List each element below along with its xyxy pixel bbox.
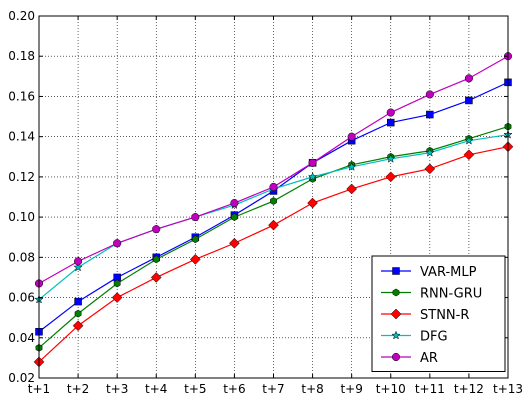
data-point-dfg — [73, 262, 83, 272]
data-point-rnn-gru — [74, 309, 82, 318]
data-point-rnn-gru — [231, 213, 238, 221]
data-point-rnn-gru — [152, 255, 160, 264]
y-tick-label: 0.16 — [8, 89, 35, 103]
y-tick-label: 0.20 — [8, 9, 35, 23]
y-tick-label: 0.10 — [8, 210, 35, 224]
legend-label-stnn-r: STNN-R — [420, 308, 469, 323]
x-tick-label: t+13 — [493, 382, 522, 396]
y-tick-label: 0.06 — [8, 291, 35, 305]
x-tick-label: t+8 — [301, 382, 323, 396]
data-point-dfg — [347, 161, 357, 171]
data-point-stnn-r — [229, 237, 240, 249]
data-point-stnn-r — [72, 320, 84, 332]
data-point-rnn-gru — [270, 197, 277, 205]
x-tick-label: t+11 — [415, 382, 445, 396]
x-tick-label: t+10 — [376, 382, 406, 396]
data-point-ar — [230, 198, 239, 208]
data-point-dfg — [307, 171, 318, 181]
legend-label-dfg: DFG — [420, 330, 448, 345]
x-tick-label: t+7 — [262, 382, 284, 396]
data-point-rnn-gru — [191, 235, 199, 244]
data-point-var-mlp — [387, 118, 395, 127]
data-point-ar — [152, 225, 161, 234]
legend-marker-var-mlp — [392, 267, 400, 275]
data-point-var-mlp — [426, 110, 434, 119]
data-point-dfg — [464, 135, 474, 145]
y-tick-label: 0.12 — [8, 170, 35, 184]
data-point-rnn-gru — [113, 279, 121, 288]
x-tick-label: t+5 — [184, 382, 206, 396]
x-tick-label: t+2 — [67, 382, 89, 396]
series-stnn-r — [33, 141, 514, 368]
x-tick-label: t+6 — [223, 382, 245, 396]
x-tick-label: t+1 — [28, 382, 50, 396]
data-point-stnn-r — [268, 219, 279, 231]
data-point-stnn-r — [189, 253, 201, 265]
data-point-ar — [113, 239, 122, 248]
axes: t+1 t+2 t+3 t+4 t+5 t+6 t+7 t+8 t+9 t+10 t+11 t+12 t… — [8, 9, 522, 396]
data-point-stnn-r — [150, 272, 162, 283]
data-point-ar — [347, 132, 356, 141]
data-point-stnn-r — [346, 183, 358, 195]
legend-marker-rnn-gru — [392, 288, 400, 297]
legend-label-ar: AR — [420, 351, 438, 366]
series-ar — [34, 52, 513, 288]
data-point-ar — [425, 90, 434, 99]
legend-marker-dfg — [391, 330, 401, 340]
x-tick-label: t+12 — [454, 382, 484, 396]
data-point-stnn-r — [307, 197, 318, 209]
legend-label-rnn-gru: RNN-GRU — [420, 287, 482, 302]
x-tick-label: t+9 — [340, 382, 362, 396]
legend-marker-ar — [391, 352, 401, 362]
data-point-stnn-r — [463, 149, 475, 161]
y-tick-label: 0.18 — [8, 49, 35, 63]
data-point-stnn-r — [424, 163, 436, 175]
data-point-dfg — [425, 147, 435, 157]
data-point-stnn-r — [111, 292, 123, 303]
legend-marker-stnn-r — [390, 308, 402, 320]
data-point-ar — [269, 182, 278, 191]
data-point-stnn-r — [385, 171, 397, 183]
series-layer — [33, 52, 514, 368]
data-point-dfg — [386, 153, 396, 163]
data-point-var-mlp — [74, 297, 82, 306]
y-tick-label: 0.02 — [8, 371, 35, 385]
x-tick-label: t+4 — [145, 382, 167, 396]
y-tick-label: 0.08 — [8, 250, 35, 264]
legend-label-var-mlp: VAR-MLP — [420, 265, 477, 280]
x-tick-label: t+3 — [106, 382, 128, 396]
data-point-ar — [464, 74, 473, 83]
legend: VAR-MLP RNN-GRU STNN-R DFG AR — [371, 255, 506, 372]
data-point-ar — [191, 213, 200, 222]
data-point-ar — [308, 158, 317, 167]
y-tick-label: 0.04 — [8, 331, 35, 345]
y-tick-label: 0.14 — [8, 130, 35, 144]
data-point-ar — [74, 257, 83, 266]
data-point-ar — [386, 108, 395, 117]
data-point-var-mlp — [465, 96, 473, 105]
